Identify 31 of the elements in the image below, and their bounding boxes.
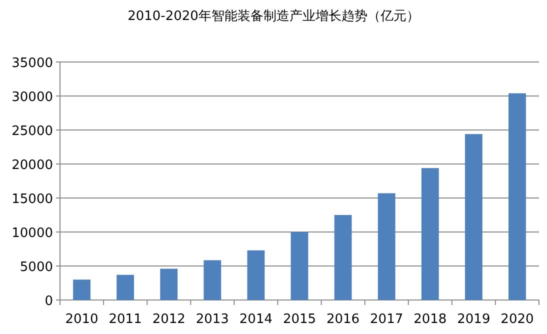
bar xyxy=(421,168,439,300)
bar xyxy=(247,250,265,300)
x-tick-label: 2015 xyxy=(282,312,316,327)
x-tick-label: 2013 xyxy=(196,312,229,327)
y-tick-label: 15000 xyxy=(12,192,53,207)
x-tick-label: 2020 xyxy=(500,312,534,327)
bar xyxy=(378,193,396,300)
x-tick-label: 2014 xyxy=(239,312,272,327)
x-tick-label: 2012 xyxy=(152,312,186,327)
chart-title: 2010-2020年智能装备制造产业增长趋势（亿元） xyxy=(128,9,420,24)
x-tick-label: 2011 xyxy=(108,312,142,327)
bar xyxy=(73,280,90,300)
x-tick-label: 2019 xyxy=(457,312,490,327)
x-tick-label: 2017 xyxy=(370,312,404,327)
y-tick-label: 35000 xyxy=(12,56,53,71)
bar xyxy=(508,93,526,300)
y-tick-label: 25000 xyxy=(12,124,53,139)
x-tick-label: 2018 xyxy=(414,312,447,327)
bar xyxy=(160,268,178,300)
bar xyxy=(334,215,352,300)
y-tick-label: 20000 xyxy=(12,158,53,173)
bar xyxy=(204,260,222,300)
bar xyxy=(116,274,134,300)
x-tick-label: 2010 xyxy=(65,312,98,327)
x-tick-label: 2016 xyxy=(326,312,360,327)
y-tick-label: 10000 xyxy=(12,226,53,241)
bar xyxy=(464,134,482,300)
y-tick-label: 5000 xyxy=(20,260,53,275)
y-tick-label: 0 xyxy=(44,294,53,309)
y-tick-label: 30000 xyxy=(12,90,53,105)
bar xyxy=(290,232,308,300)
